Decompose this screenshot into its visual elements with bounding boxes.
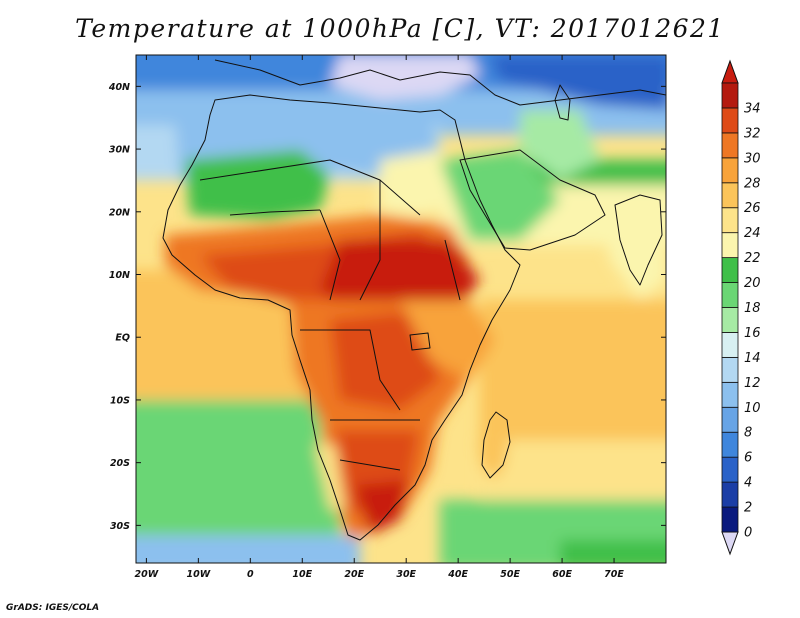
lat-tick-label: 20S [110, 458, 130, 469]
coastlines [162, 59, 666, 541]
colorbar-label: 10 [744, 401, 761, 416]
colorbar-segment [721, 282, 739, 308]
colorbar-segment [721, 257, 739, 283]
colorbar-segment [721, 157, 739, 184]
colorbar-label: 6 [744, 451, 752, 466]
africa-coastline [162, 94, 521, 541]
lon-tick-label: 20W [135, 569, 159, 580]
colorbar-segment [721, 332, 739, 358]
colorbar-label: 32 [744, 126, 761, 141]
lon-tick-label: 40E [447, 569, 468, 580]
lat-tick-label: 10N [109, 270, 130, 281]
latitude-axis: 40N 30N 20N 10N EQ 10S 20S 30S [108, 82, 666, 532]
colorbar-segment [721, 481, 739, 508]
lon-tick-label: 0 [247, 569, 254, 580]
india-coastline [614, 194, 663, 286]
lon-tick-label: 10E [292, 569, 312, 580]
border-8 [444, 239, 461, 301]
colorbar-segment [721, 232, 739, 259]
colorbar-label: 22 [744, 251, 761, 266]
lat-tick-label: 20N [109, 207, 130, 218]
colorbar-under-arrow [721, 531, 739, 556]
lon-tick-label: 30E [396, 569, 416, 580]
colorbar-segment [721, 307, 739, 333]
lat-tick-label: 30N [109, 145, 130, 156]
lat-tick-label: 40N [108, 82, 130, 93]
border-4 [359, 180, 381, 301]
colorbar-label: 14 [744, 351, 761, 366]
lat-tick-label: 10S [110, 395, 130, 406]
colorbar-segment [721, 356, 739, 383]
lon-tick-label: 20E [344, 569, 364, 580]
lat-tick-label: EQ [115, 333, 130, 344]
map-title: Temperature at 1000hPa [C], VT: 20170126… [75, 14, 725, 43]
colorbar-over-arrow [721, 59, 739, 84]
colorbar-segment [721, 381, 739, 408]
colorbar-label: 16 [744, 326, 761, 341]
europe-coastline [214, 59, 666, 106]
colorbar-label: 0 [744, 526, 752, 541]
lon-tick-label: 60E [552, 569, 572, 580]
lake-victoria [409, 332, 431, 351]
temperature-field [136, 55, 666, 563]
colorbar-segment [721, 406, 739, 433]
colorbar-label: 26 [744, 201, 761, 216]
lon-tick-label: 10W [187, 569, 211, 580]
colorbar-segment [721, 107, 739, 134]
colorbar-segment [721, 456, 739, 483]
caspian-coastline [554, 84, 571, 121]
border-5 [300, 329, 401, 411]
colorbar-label: 34 [744, 101, 761, 116]
plot-frame [135, 54, 667, 564]
lon-tick-label: 50E [500, 569, 520, 580]
border-2 [229, 209, 321, 216]
colorbar-segment [721, 132, 739, 159]
madagascar-coastline [481, 411, 511, 479]
grads-credit: GrADS: IGES/COLA [6, 603, 100, 613]
colorbar-label: 12 [744, 376, 761, 391]
colorbar-label: 2 [744, 501, 752, 516]
colorbar-segment [721, 207, 739, 234]
colorbar-label: 24 [744, 226, 761, 241]
colorbar-segment [721, 506, 739, 533]
lat-tick-label: 30S [110, 521, 130, 532]
lon-tick-label: 70E [604, 569, 624, 580]
border-1 [199, 159, 421, 216]
border-3 [319, 209, 341, 301]
colorbar-label: 30 [744, 151, 761, 166]
colorbar-label: 28 [744, 176, 761, 191]
longitude-axis: 20W 10W 0 10E 20E 30E 40E 50E 60E 70E [135, 55, 624, 580]
border-7 [339, 459, 401, 471]
colorbar-segment [721, 431, 739, 458]
arabia-coastline [459, 149, 606, 251]
colorbar-label: 4 [744, 476, 752, 491]
colorbar-label: 8 [744, 426, 752, 441]
colorbar-segment [721, 182, 739, 209]
colorbar-label: 20 [744, 276, 761, 291]
colorbar-label: 18 [744, 301, 761, 316]
colorbar-segment [721, 82, 739, 109]
